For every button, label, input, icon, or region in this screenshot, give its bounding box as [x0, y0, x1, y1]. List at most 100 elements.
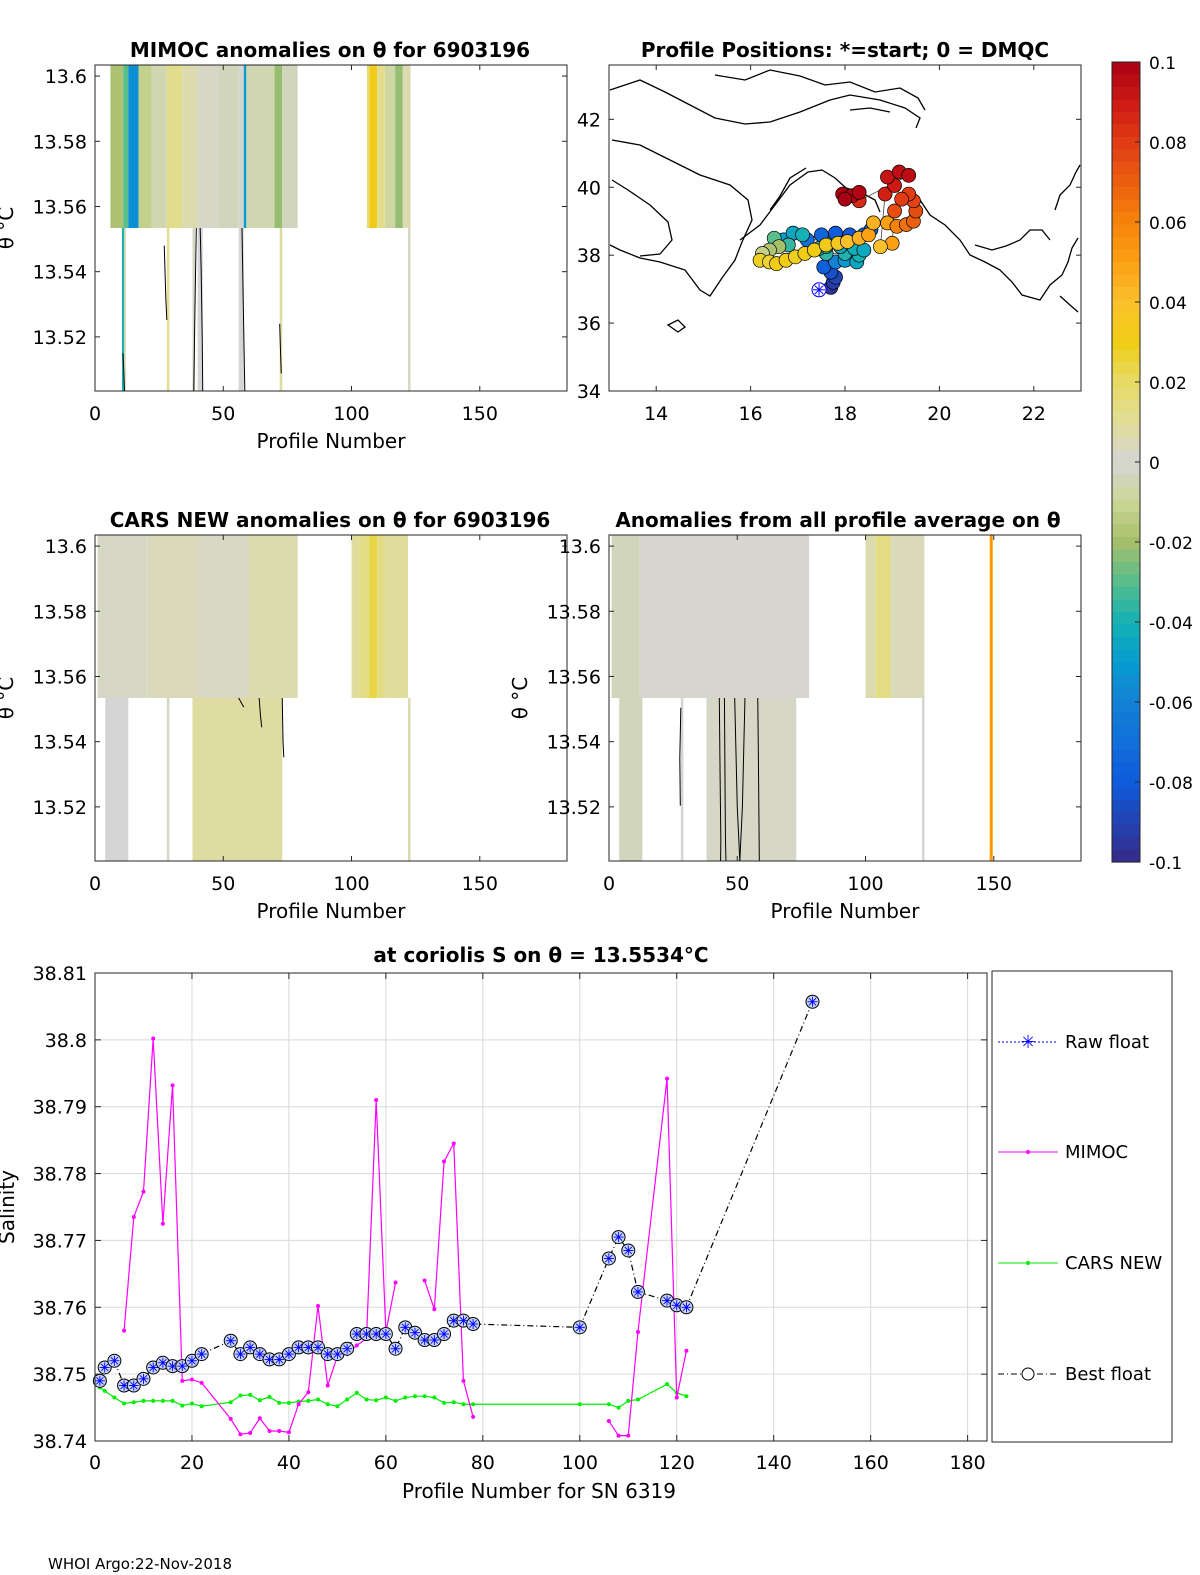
colorbar-segment — [1112, 774, 1140, 788]
colorbar-segment — [1112, 687, 1140, 701]
raw-float-star — [178, 1362, 187, 1370]
heatmap-band — [197, 65, 219, 228]
colorbar-segment — [1112, 587, 1140, 601]
x-tick-label: 50 — [211, 403, 235, 425]
colorbar-segment — [1112, 212, 1140, 226]
series-point-cars-new — [122, 1401, 127, 1406]
legend-item-cars-new: CARS NEW — [998, 1253, 1162, 1274]
colorbar-segment — [1112, 512, 1140, 526]
heatmap-strip — [166, 228, 170, 391]
colorbar-segment — [1112, 624, 1140, 638]
best-float-point — [165, 1359, 180, 1374]
heatmap-band — [359, 535, 370, 698]
best-float-point — [572, 1320, 587, 1335]
allprof-panel: Anomalies from all profile average on θ … — [508, 508, 1082, 923]
series-point-mimoc — [151, 1036, 156, 1041]
contour-line — [122, 353, 125, 392]
y-tick-label: 13.6 — [45, 536, 87, 558]
raw-float-star — [197, 1350, 206, 1358]
heatmap-strip — [197, 228, 203, 391]
y-tick-label: 13.56 — [33, 196, 87, 218]
y-tick-label: 13.56 — [547, 666, 601, 688]
colorbar-segment — [1112, 787, 1140, 801]
contour-line — [734, 697, 741, 862]
positions-yticks: 34 36 38 40 42 — [577, 109, 1081, 403]
series-point-mimoc — [180, 1378, 185, 1383]
best-float-point — [223, 1333, 238, 1348]
footer-credit: WHOI Argo:22-Nov-2018 — [48, 1555, 232, 1573]
y-tick-label: 38.76 — [33, 1297, 87, 1319]
series-point-cars-new — [286, 1400, 291, 1405]
heatmap-band — [875, 535, 892, 698]
allprof-ylabel: θ °C — [508, 677, 532, 720]
colorbar-segment — [1112, 487, 1140, 501]
x-tick-label: 100 — [333, 403, 369, 425]
contour-line — [723, 697, 727, 862]
contour-line — [241, 227, 246, 392]
raw-float-star — [246, 1343, 254, 1352]
contour-line — [193, 227, 197, 392]
salinity-xlabel: Profile Number for SN 6319 — [402, 1479, 676, 1503]
colorbar-segment — [1112, 399, 1140, 413]
legend-label: MIMOC — [1065, 1142, 1128, 1163]
colorbar-segment — [1112, 124, 1140, 138]
raw-float-star — [100, 1363, 109, 1372]
heatmap-strip — [706, 698, 797, 861]
colorbar-tick-label: -0.02 — [1149, 534, 1193, 554]
mimoc-title: MIMOC anomalies on θ for 6903196 — [130, 38, 530, 62]
x-tick-label: 100 — [333, 873, 369, 895]
cars-ylabel: θ °C — [0, 677, 18, 720]
heatmap-band — [97, 535, 147, 698]
legend-label: Best float — [1065, 1364, 1151, 1385]
colorbar-segment — [1112, 62, 1140, 76]
colorbar-segment — [1112, 612, 1140, 626]
colorbar-segment — [1112, 824, 1140, 838]
salinity-xticks: 0 20 40 60 80 100 120 140 160 180 — [89, 973, 986, 1474]
mimoc-axes-box — [94, 64, 568, 392]
y-tick-label: 13.58 — [33, 131, 87, 153]
colorbar-segment — [1112, 74, 1140, 88]
colorbar-ticks: 0.1 0.08 0.06 0.04 0.02 0 -0.02 -0.04 -0.06 -0.08… — [1135, 54, 1193, 874]
raw-float-star — [168, 1362, 177, 1370]
colorbar-segment — [1112, 162, 1140, 176]
raw-float-star — [605, 1254, 613, 1263]
series-point-cars-new — [412, 1394, 417, 1399]
raw-float-star — [663, 1296, 671, 1305]
heatmap-band — [243, 65, 247, 228]
colorbar-segment — [1112, 287, 1140, 301]
heatmap-band — [238, 65, 244, 228]
raw-float-star — [372, 1330, 381, 1338]
legend-label: CARS NEW — [1065, 1253, 1162, 1274]
heatmap-band — [182, 65, 198, 228]
legend-label: Raw float — [1065, 1032, 1149, 1053]
colorbar-segment — [1112, 674, 1140, 688]
heatmap-band — [351, 535, 360, 698]
colorbar-segment — [1112, 424, 1140, 438]
colorbar-segment — [1112, 699, 1140, 713]
heatmap-strip — [921, 698, 925, 861]
series-point-cars-new — [238, 1393, 243, 1398]
profile-position-dot — [865, 215, 881, 231]
raw-float-star — [159, 1358, 167, 1367]
colorbar-segment — [1112, 724, 1140, 738]
y-tick-label: 13.52 — [547, 797, 601, 819]
series-point-cars-new — [335, 1404, 340, 1409]
colorbar-segment — [1112, 462, 1140, 476]
contour-line — [199, 227, 204, 392]
series-point-mimoc — [684, 1348, 689, 1353]
best-float-point — [437, 1327, 452, 1342]
heatmap-strip — [619, 698, 643, 861]
x-tick-label: 60 — [374, 1452, 398, 1474]
best-float-point — [407, 1325, 422, 1340]
raw-float-star — [149, 1363, 158, 1372]
series-point-cars-new — [364, 1397, 369, 1402]
colorbar-segment — [1112, 87, 1140, 101]
colorbar-segment — [1112, 199, 1140, 213]
positions-plot-area — [752, 164, 924, 298]
series-point-mimoc — [277, 1428, 282, 1433]
x-tick-label: 120 — [659, 1452, 695, 1474]
profile-position-dot — [873, 239, 888, 255]
series-point-cars-new — [626, 1398, 631, 1403]
colorbar-tick-label: -0.08 — [1149, 774, 1193, 794]
